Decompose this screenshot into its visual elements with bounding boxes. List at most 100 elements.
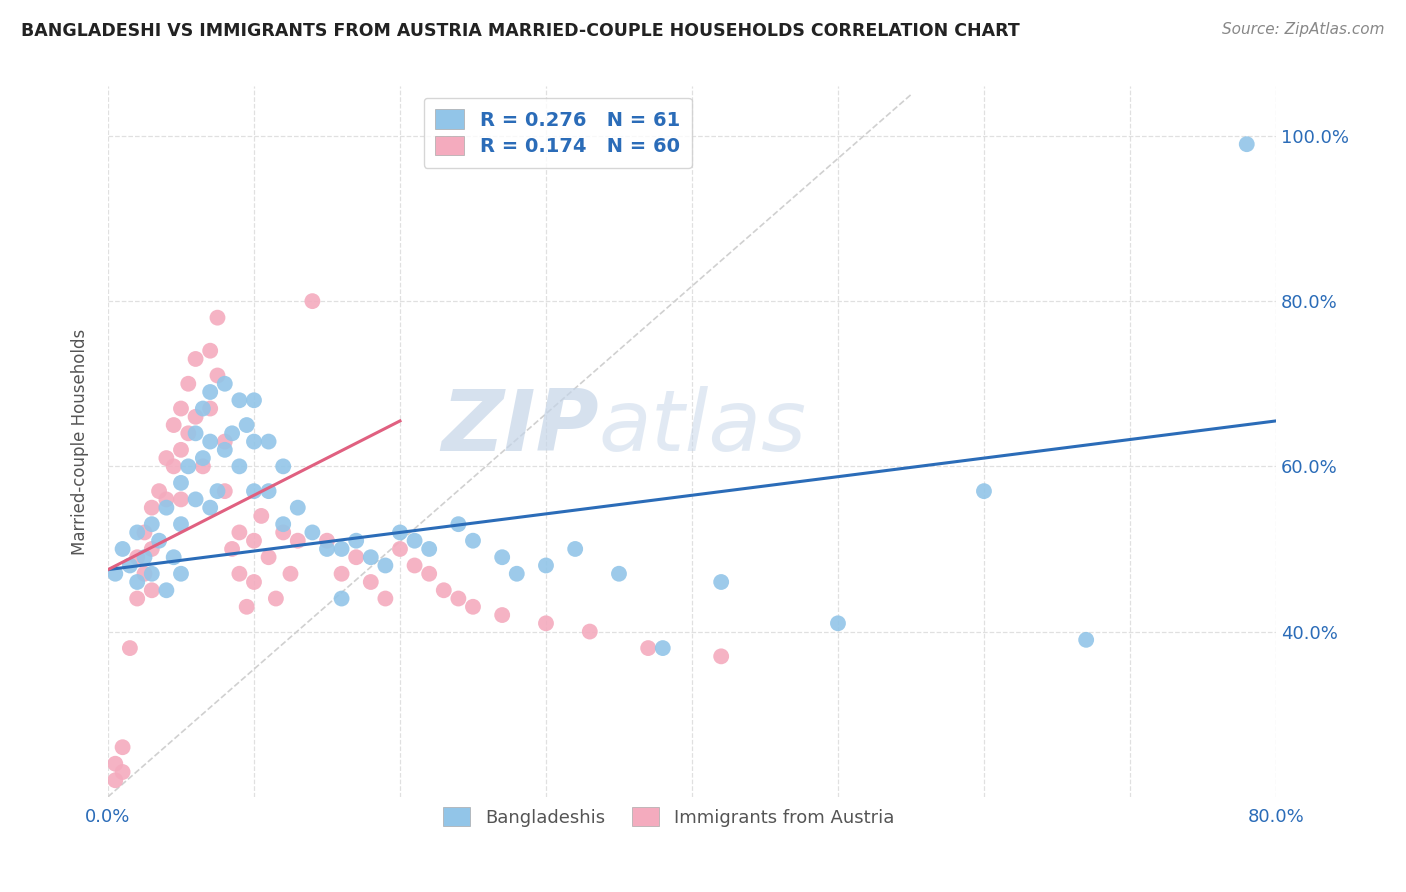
Point (141, 583, 163, 598)
Point (198, 434, 221, 449)
Point (207, 368, 229, 383)
Point (228, 393, 250, 408)
Point (118, 558, 141, 573)
Point (235, 599, 257, 614)
Point (491, 550, 513, 565)
Point (177, 376, 200, 391)
Point (163, 550, 186, 565)
Point (141, 566, 163, 581)
Point (177, 459, 200, 474)
Point (257, 434, 280, 449)
Point (163, 459, 186, 474)
Point (607, 566, 630, 581)
Point (564, 541, 586, 556)
Point (235, 418, 257, 433)
Point (243, 533, 266, 548)
Point (461, 533, 484, 548)
Point (506, 566, 529, 581)
Point (344, 550, 367, 565)
Point (250, 508, 273, 523)
Point (578, 624, 600, 639)
Point (198, 343, 221, 358)
Point (433, 583, 456, 598)
Point (198, 384, 221, 399)
Point (148, 484, 170, 499)
Point (228, 566, 250, 581)
Point (316, 533, 339, 548)
Point (141, 500, 163, 515)
Point (170, 475, 193, 490)
Point (155, 492, 177, 507)
Point (243, 393, 266, 408)
Y-axis label: Married-couple Households: Married-couple Households (72, 328, 89, 555)
Point (404, 533, 426, 548)
Point (1236, 137, 1258, 152)
Point (177, 426, 200, 441)
Point (134, 550, 156, 565)
Point (461, 599, 484, 614)
Point (214, 376, 236, 391)
Point (710, 574, 733, 589)
Point (827, 616, 849, 631)
Point (184, 426, 207, 441)
Point (221, 426, 243, 441)
Point (271, 459, 294, 474)
Legend: Bangladeshis, Immigrants from Austria: Bangladeshis, Immigrants from Austria (436, 800, 901, 834)
Point (271, 525, 294, 540)
Point (104, 756, 127, 771)
Point (111, 740, 134, 755)
Point (344, 533, 367, 548)
Point (228, 525, 250, 540)
Point (257, 484, 280, 499)
Point (134, 525, 156, 540)
Point (388, 541, 411, 556)
Point (360, 574, 382, 589)
Point (127, 574, 149, 589)
Point (155, 451, 177, 466)
Point (155, 500, 177, 515)
Point (104, 566, 127, 581)
Point (243, 484, 266, 499)
Point (447, 591, 470, 606)
Point (287, 533, 309, 548)
Point (148, 533, 170, 548)
Point (973, 484, 995, 499)
Point (330, 541, 353, 556)
Point (191, 451, 214, 466)
Point (287, 500, 309, 515)
Point (198, 401, 221, 416)
Point (243, 574, 266, 589)
Point (301, 525, 323, 540)
Point (141, 541, 163, 556)
Point (491, 608, 513, 623)
Point (418, 566, 440, 581)
Point (207, 310, 229, 325)
Point (214, 442, 236, 457)
Point (374, 591, 396, 606)
Point (127, 591, 149, 606)
Point (134, 566, 156, 581)
Point (316, 541, 339, 556)
Point (118, 641, 141, 656)
Point (184, 409, 207, 424)
Point (264, 591, 287, 606)
Point (207, 484, 229, 499)
Point (170, 442, 193, 457)
Point (184, 492, 207, 507)
Point (388, 525, 411, 540)
Point (257, 550, 280, 565)
Point (243, 434, 266, 449)
Text: Source: ZipAtlas.com: Source: ZipAtlas.com (1222, 22, 1385, 37)
Point (111, 764, 134, 779)
Point (447, 517, 470, 532)
Point (360, 550, 382, 565)
Text: atlas: atlas (599, 386, 807, 469)
Point (271, 517, 294, 532)
Point (374, 558, 396, 573)
Text: BANGLADESHI VS IMMIGRANTS FROM AUSTRIA MARRIED-COUPLE HOUSEHOLDS CORRELATION CHA: BANGLADESHI VS IMMIGRANTS FROM AUSTRIA M… (21, 22, 1019, 40)
Point (418, 541, 440, 556)
Point (228, 459, 250, 474)
Point (710, 649, 733, 664)
Point (127, 550, 149, 565)
Point (170, 517, 193, 532)
